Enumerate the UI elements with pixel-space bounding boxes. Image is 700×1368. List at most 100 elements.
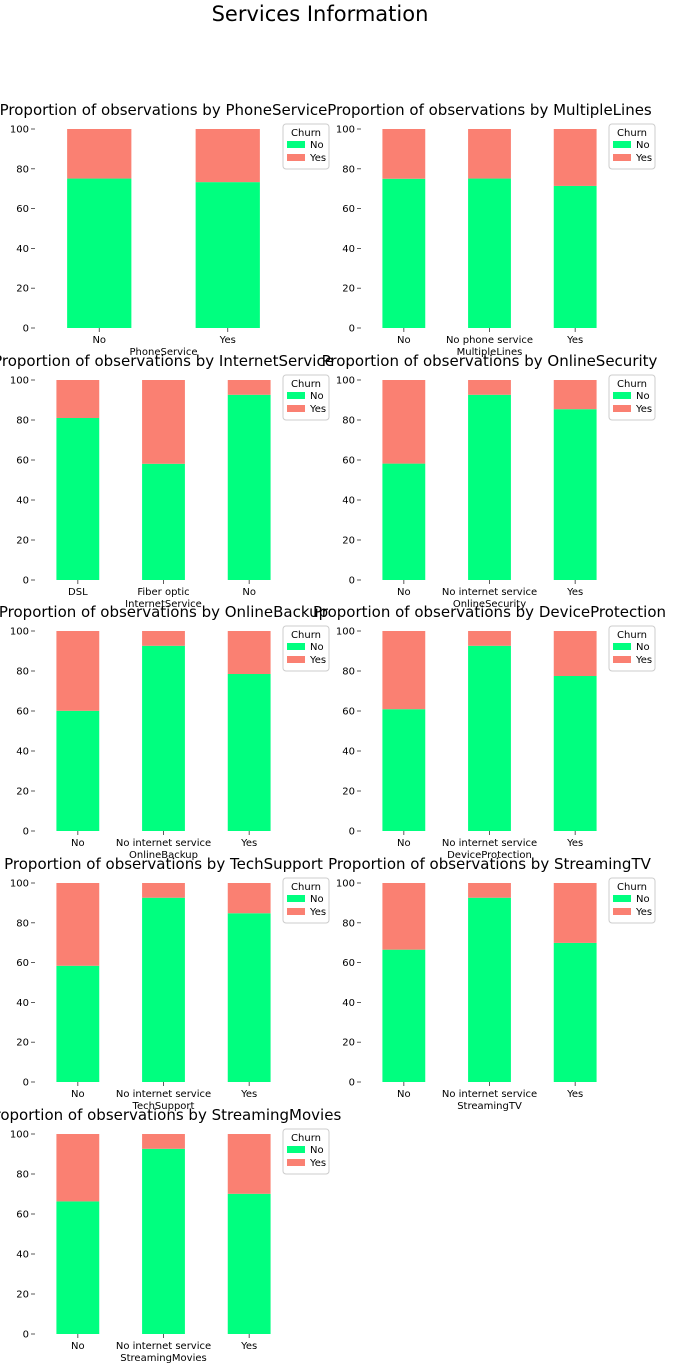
y-tick-label: 100 [336,627,355,638]
chart-title: Proportion of observations by PhoneServi… [0,101,327,119]
x-axis-label: OnlineSecurity [453,599,526,610]
bar-no-no [227,394,271,580]
chart-title: Proportion of observations by StreamingM… [0,1106,341,1124]
legend-label-yes: Yes [309,655,326,666]
x-tick-label: No [397,335,411,346]
bar-yes-no-internet-service [142,631,185,646]
bar-no-no [56,965,100,1082]
legend-swatch-yes [287,1159,305,1166]
bar-yes-dsl [56,380,100,418]
y-tick-label: 60 [16,204,29,215]
y-tick-label: 40 [16,998,29,1009]
bar-no-fiber-optic [142,463,185,580]
x-tick-label: No [71,1089,85,1100]
y-tick-label: 0 [23,1078,29,1089]
chart-title: Proportion of observations by StreamingT… [328,855,651,873]
y-tick-label: 40 [342,244,355,255]
x-axis-label: StreamingTV [457,1101,522,1112]
y-tick-label: 40 [16,1250,29,1261]
legend-swatch-yes [287,908,305,915]
x-tick-label: Yes [566,838,583,849]
legend-swatch-yes [287,656,305,663]
chart-panel-5: Proportion of observations by OnlineBack… [0,603,330,861]
bar-no-yes [553,942,597,1082]
y-tick-label: 80 [342,416,355,427]
y-tick-label: 80 [342,667,355,678]
y-tick-label: 100 [336,879,355,890]
figure-suptitle: Services Information [211,2,429,26]
legend-label-yes: Yes [635,655,652,666]
y-tick-label: 100 [10,879,29,890]
legend-label-yes: Yes [635,153,652,164]
x-tick-label: No internet service [442,1089,537,1100]
legend-title: Churn [291,379,321,390]
legend-title: Churn [291,1133,321,1144]
bar-no-no [382,709,426,831]
bar-yes-no [67,129,132,179]
x-axis-label: StreamingMovies [120,1353,206,1364]
x-tick-label: No internet service [442,838,537,849]
legend-label-yes: Yes [309,907,326,918]
legend-label-no: No [310,894,324,905]
chart-panel-7: Proportion of observations by TechSuppor… [4,855,330,1112]
legend-label-no: No [636,642,650,653]
y-tick-label: 60 [342,707,355,718]
legend-swatch-yes [613,405,631,412]
y-tick-label: 100 [10,376,29,387]
bar-yes-yes [227,1134,271,1194]
chart-panel-1: Proportion of observations by PhoneServi… [0,101,330,358]
legend-swatch-yes [613,908,631,915]
legend-swatch-no [287,392,305,399]
legend-title: Churn [291,882,321,893]
legend-label-no: No [636,894,650,905]
legend-title: Churn [617,379,647,390]
bar-yes-no [227,380,271,395]
y-tick-label: 20 [16,1290,29,1301]
chart-title: Proportion of observations by OnlineBack… [0,603,328,621]
x-axis-label: TechSupport [132,1101,195,1112]
legend-label-no: No [310,140,324,151]
legend-label-no: No [636,391,650,402]
y-tick-label: 20 [342,284,355,295]
y-tick-label: 60 [342,958,355,969]
bar-no-yes [227,674,271,831]
y-tick-label: 20 [16,787,29,798]
legend-title: Churn [291,128,321,139]
bar-no-dsl [56,418,100,580]
y-tick-label: 60 [16,958,29,969]
chart-panel-8: Proportion of observations by StreamingT… [328,855,656,1112]
y-tick-label: 0 [23,576,29,587]
y-tick-label: 80 [16,164,29,175]
bar-yes-no [382,883,426,950]
bar-no-yes [553,676,597,831]
x-tick-label: No phone service [446,335,533,346]
y-tick-label: 80 [342,164,355,175]
bar-yes-yes [553,380,597,410]
bar-no-yes [553,185,597,328]
bar-yes-no-internet-service [142,1134,185,1149]
y-tick-label: 80 [16,667,29,678]
x-tick-label: No [71,1341,85,1352]
y-tick-label: 40 [342,496,355,507]
chart-title: Proportion of observations by InternetSe… [0,352,334,370]
bar-no-no [67,178,132,328]
bar-yes-fiber-optic [142,380,185,464]
y-tick-label: 20 [16,536,29,547]
x-axis-label: MultipleLines [457,347,523,358]
x-tick-label: No [397,1089,411,1100]
legend-swatch-yes [287,154,305,161]
bar-yes-no [56,1134,100,1202]
x-tick-label: No internet service [116,1089,211,1100]
x-tick-label: Yes [566,1089,583,1100]
chart-title: Proportion of observations by TechSuppor… [4,855,323,873]
chart-panel-9: Proportion of observations by StreamingM… [0,1106,341,1364]
legend-label-yes: Yes [309,1158,326,1169]
legend-label-yes: Yes [309,153,326,164]
bar-yes-yes [195,129,260,183]
bar-no-yes [553,409,597,580]
